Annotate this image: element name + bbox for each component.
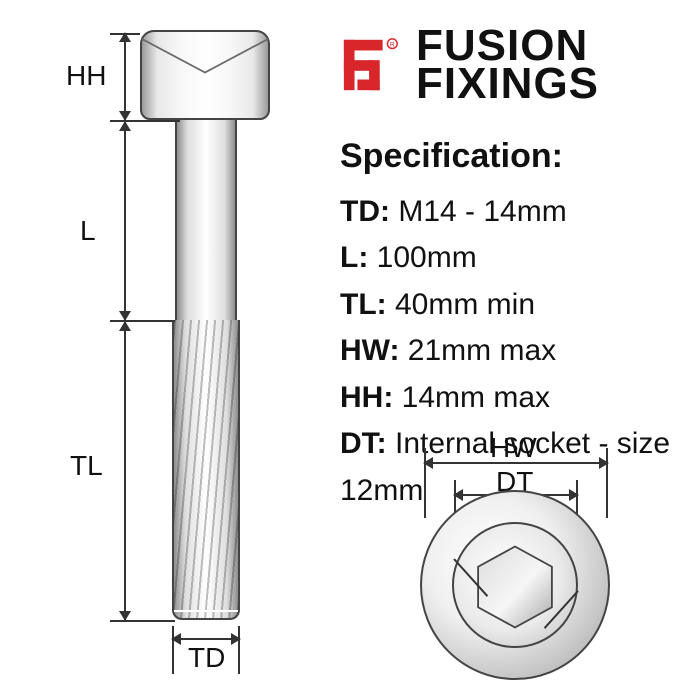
dim-label-hw: HW [490,432,537,464]
bolt-side-view: HH L TL TD [40,30,300,670]
spec-row-td: TD: M14 - 14mm [340,189,700,236]
brand-name-line2: FIXINGS [416,62,599,106]
dim-label-hh: HH [66,60,106,92]
page: HH L TL TD [0,0,700,700]
hex-socket-icon [470,542,560,632]
spec-row-hw: HW: 21mm max [340,328,700,375]
dim-label-l: L [80,215,96,247]
bolt-head-top-view: HW DT [370,430,660,680]
spec-row-l: L: 100mm [340,235,700,282]
bolt-thread [172,320,240,620]
brand-logo: R FUSION FIXINGS [340,24,599,106]
bolt-shank [175,120,237,320]
svg-text:R: R [390,42,395,49]
spec-title: Specification: [340,130,700,183]
dim-label-td: TD [188,642,225,674]
spec-row-hh: HH: 14mm max [340,375,700,422]
spec-row-tl: TL: 40mm min [340,282,700,329]
brand-logo-mark: R [340,34,402,96]
dim-label-tl: TL [70,450,103,482]
bolt-head [140,30,270,120]
